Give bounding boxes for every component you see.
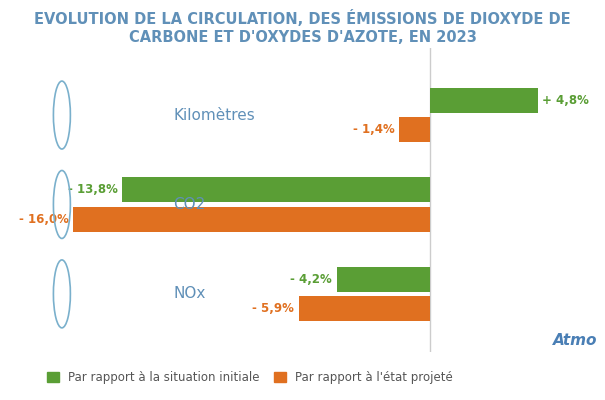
Bar: [73, 207, 431, 232]
Bar: [431, 88, 538, 113]
Text: - 5,9%: - 5,9%: [252, 302, 294, 315]
Text: - 16,0%: - 16,0%: [19, 213, 68, 226]
Text: CO2: CO2: [174, 197, 206, 212]
Text: CARBONE ET D'OXYDES D'AZOTE, EN 2023: CARBONE ET D'OXYDES D'AZOTE, EN 2023: [128, 30, 477, 45]
Text: Kilomètres: Kilomètres: [174, 108, 255, 122]
Text: + 4,8%: + 4,8%: [542, 94, 589, 107]
Legend: Par rapport à la situation initiale, Par rapport à l'état projeté: Par rapport à la situation initiale, Par…: [42, 366, 457, 389]
Bar: [299, 296, 431, 321]
Text: - 1,4%: - 1,4%: [353, 123, 394, 136]
Text: - 13,8%: - 13,8%: [68, 183, 118, 196]
Text: - 4,2%: - 4,2%: [290, 273, 332, 286]
Bar: [122, 177, 431, 202]
Text: Atmo: Atmo: [554, 333, 598, 348]
Bar: [399, 117, 431, 142]
Text: EVOLUTION DE LA CIRCULATION, DES ÉMISSIONS DE DIOXYDE DE: EVOLUTION DE LA CIRCULATION, DES ÉMISSIO…: [34, 10, 571, 27]
Text: NOx: NOx: [174, 286, 206, 301]
Bar: [336, 267, 431, 292]
